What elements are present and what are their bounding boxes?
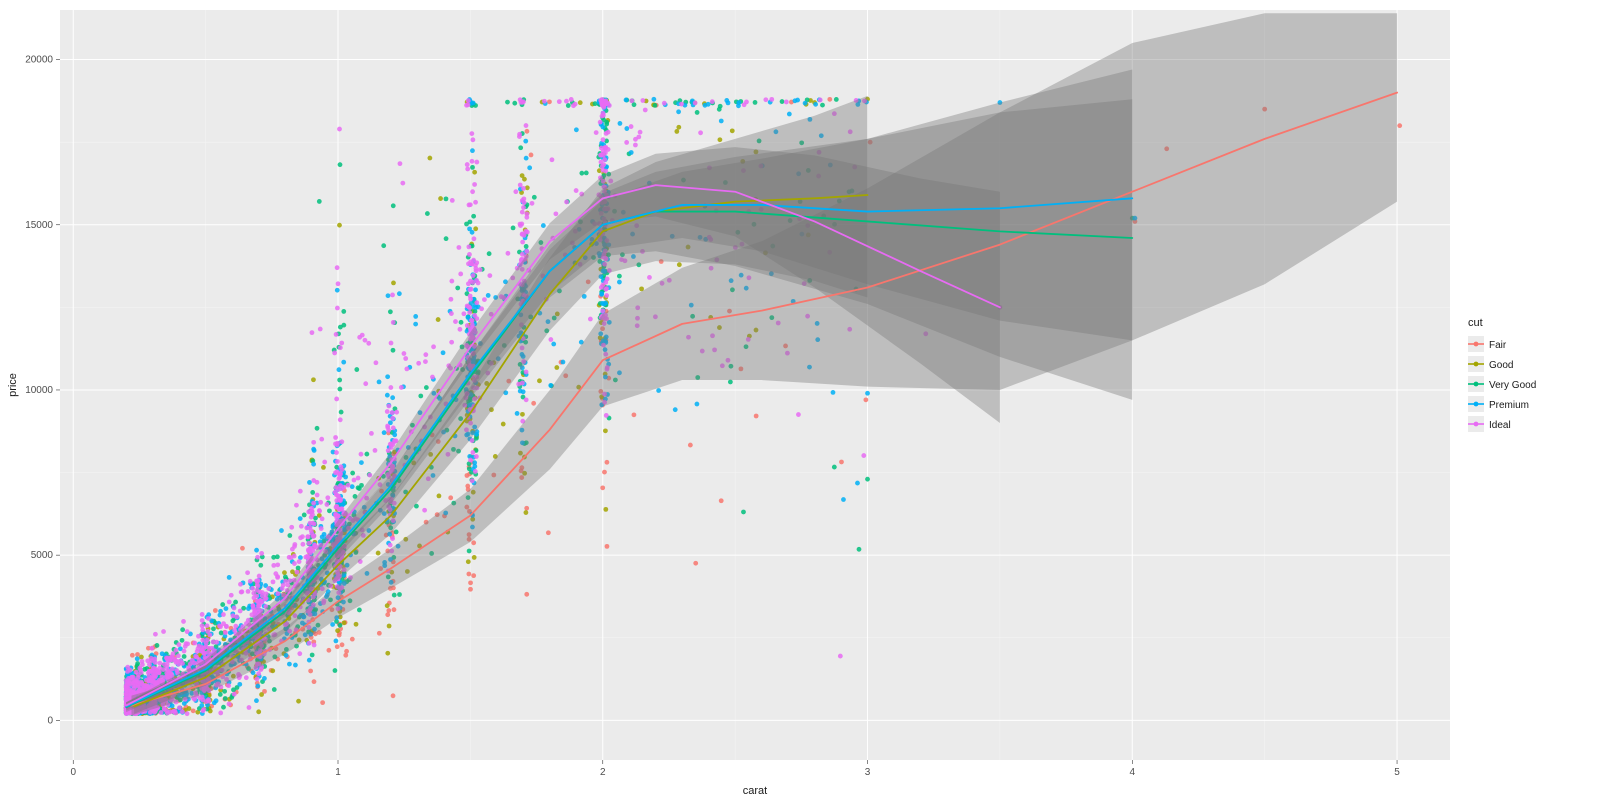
y-tick-label: 15000 xyxy=(25,220,53,231)
x-axis-label: carat xyxy=(743,785,767,797)
x-tick-label: 0 xyxy=(70,767,76,778)
y-tick-label: 10000 xyxy=(25,385,53,396)
x-tick-label: 1 xyxy=(335,767,341,778)
x-tick-label: 3 xyxy=(865,767,871,778)
y-tick-label: 5000 xyxy=(31,550,54,561)
legend-item-label: Very Good xyxy=(1489,380,1536,391)
legend-item-label: Premium xyxy=(1489,400,1529,411)
chart-container: 0 1 2 3 4 5 0 5000 10000 15000 20000 carat price cut F… xyxy=(0,0,1600,800)
legend-title: cut xyxy=(1468,317,1483,329)
y-axis-label: price xyxy=(7,373,19,397)
y-tick-label: 0 xyxy=(47,715,53,726)
y-tick-label: 20000 xyxy=(25,55,53,66)
legend-item-label: Fair xyxy=(1489,340,1507,351)
legend-item-label: Good xyxy=(1489,360,1513,371)
scatter-chart: 0 1 2 3 4 5 0 5000 10000 15000 20000 carat price cut F… xyxy=(0,0,1600,800)
legend-item-label: Ideal xyxy=(1489,420,1511,431)
x-tick-label: 5 xyxy=(1394,767,1400,778)
x-tick-label: 2 xyxy=(600,767,606,778)
x-tick-label: 4 xyxy=(1130,767,1136,778)
